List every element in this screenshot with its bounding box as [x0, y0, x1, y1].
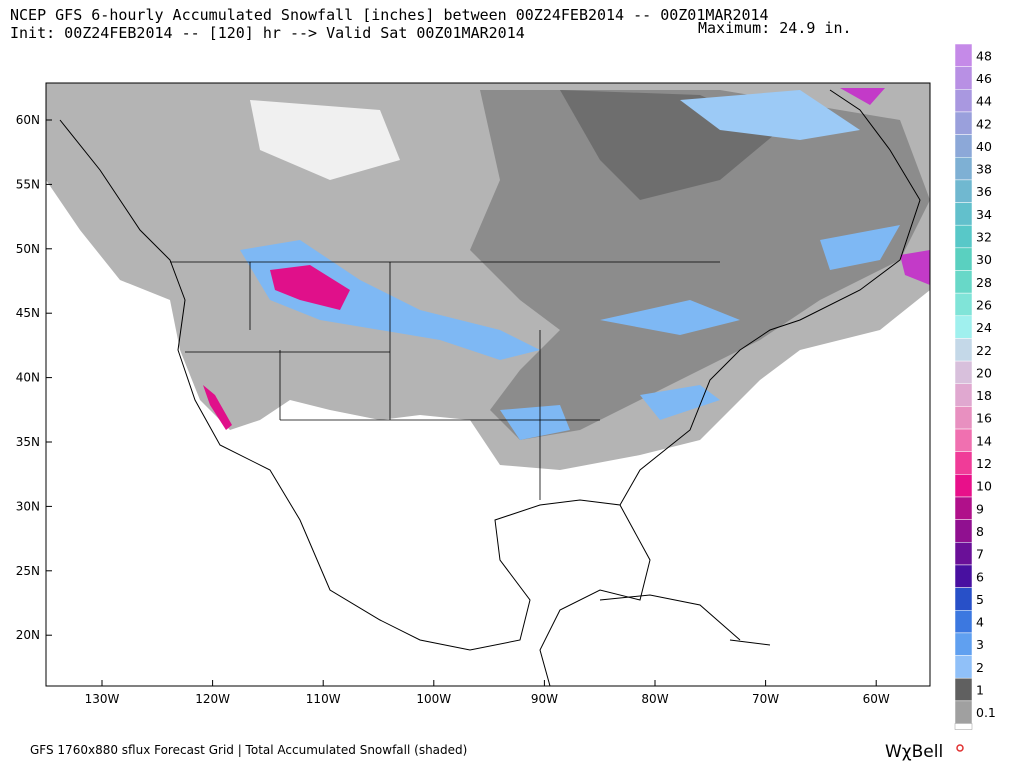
map	[45, 82, 931, 687]
colorbar-swatch	[954, 496, 973, 520]
title: NCEP GFS 6-hourly Accumulated Snowfall […	[10, 6, 769, 24]
colorbar-swatch	[954, 157, 973, 181]
snow-pink	[270, 265, 350, 310]
colorbar-swatch	[954, 43, 973, 67]
map-frame	[45, 82, 931, 687]
snow-sierra	[203, 385, 232, 430]
colorbar-swatch	[954, 202, 973, 226]
lon-label: 60W	[863, 692, 890, 706]
lon-label: 120W	[195, 692, 230, 706]
colorbar-label: 16	[976, 411, 992, 426]
colorbar-label: 46	[976, 71, 992, 86]
colorbar-swatch	[954, 587, 973, 611]
colorbar-label: 42	[976, 116, 992, 131]
colorbar-label: 2	[976, 660, 984, 675]
colorbar-swatch	[954, 111, 973, 135]
colorbar-label: 22	[976, 343, 992, 358]
colorbar-swatch	[954, 406, 973, 430]
lat-label: 45N	[16, 306, 40, 320]
colorbar-label: 8	[976, 524, 984, 539]
colorbar-label: 30	[976, 252, 992, 267]
maximum: Maximum: 24.9 in.	[698, 19, 852, 37]
colorbar-swatch	[954, 677, 973, 702]
init-line: Init: 00Z24FEB2014 -- [120] hr --> Valid…	[10, 24, 525, 42]
snow-gap	[250, 100, 400, 180]
snow-magenta	[840, 88, 930, 285]
colorbar-label: 10	[976, 479, 992, 494]
state-borders	[170, 261, 720, 500]
colorbar-swatch	[954, 451, 973, 475]
snow-mid	[470, 90, 930, 440]
colorbar-swatch	[954, 179, 973, 203]
colorbar-label: 28	[976, 275, 992, 290]
colorbar-label: 5	[976, 592, 984, 607]
colorbar-swatch	[954, 383, 973, 407]
colorbar-label: 20	[976, 365, 992, 380]
colorbar-swatch	[954, 542, 973, 566]
colorbar-label: 38	[976, 162, 992, 177]
colorbar-swatch	[954, 519, 973, 543]
lat-label: 25N	[16, 564, 40, 578]
coastline-west	[59, 119, 651, 687]
snow-blue-ne	[680, 90, 860, 140]
colorbar-label: 18	[976, 388, 992, 403]
lat-label: 40N	[16, 371, 40, 385]
colorbar-label: 36	[976, 184, 992, 199]
logo-dot	[956, 744, 964, 752]
colorbar-swatch	[954, 700, 973, 724]
colorbar-label: 34	[976, 207, 992, 222]
colorbar-swatch	[954, 270, 973, 294]
colorbar-swatch	[954, 632, 973, 656]
colorbar-label: 3	[976, 637, 984, 652]
colorbar-label: 0.1	[976, 705, 996, 720]
lat-label: 20N	[16, 628, 40, 642]
colorbar-swatch	[954, 224, 973, 249]
lon-label: 110W	[306, 692, 341, 706]
colorbar-swatch	[954, 247, 973, 271]
colorbar-label: 44	[976, 94, 992, 109]
logo: WχBell	[885, 742, 943, 762]
colorbar-label: 40	[976, 139, 992, 154]
colorbar-swatch	[954, 89, 973, 113]
axes: 60N 55N 50N 45N 40N 35N 30N 25N 20N 130W 120W 110W 1…	[16, 113, 890, 706]
colorbar-swatch	[954, 134, 973, 158]
colorbar-swatch	[954, 564, 973, 588]
colorbar-swatch	[954, 360, 973, 385]
lat-label: 50N	[16, 242, 40, 256]
colorbar-swatch	[954, 315, 973, 339]
colorbar-swatch	[954, 474, 973, 498]
colorbar-label: 7	[976, 547, 984, 562]
colorbar-label: 48	[976, 48, 992, 63]
colorbar-swatch	[954, 428, 973, 452]
colorbar-swatch	[954, 655, 973, 679]
lat-label: 55N	[16, 177, 40, 191]
lat-label: 60N	[16, 113, 40, 127]
lon-label: 130W	[85, 692, 120, 706]
lon-label: 70W	[752, 692, 779, 706]
colorbar-swatch	[954, 338, 973, 362]
colorbar-label: 9	[976, 501, 984, 516]
colorbar-label: 14	[976, 433, 992, 448]
colorbar: 4846444240383634323028262422201816141210…	[954, 43, 996, 730]
colorbar-swatch	[954, 610, 973, 634]
colorbar-swatch-bottom	[954, 723, 973, 730]
colorbar-label: 12	[976, 456, 992, 471]
colorbar-label: 24	[976, 320, 992, 335]
lon-label: 80W	[641, 692, 668, 706]
lat-label: 30N	[16, 499, 40, 513]
colorbar-swatch	[954, 292, 973, 317]
colorbar-label: 1	[976, 683, 984, 698]
lat-label: 35N	[16, 435, 40, 449]
footer-text: GFS 1760x880 sflux Forecast Grid | Total…	[30, 743, 467, 757]
colorbar-swatch	[954, 66, 973, 90]
colorbar-label: 32	[976, 230, 992, 245]
lon-label: 100W	[416, 692, 451, 706]
coastline-east	[619, 89, 921, 506]
colorbar-label: 6	[976, 569, 984, 584]
colorbar-label: 4	[976, 615, 984, 630]
caribbean	[599, 594, 771, 646]
colorbar-label: 26	[976, 297, 992, 312]
lon-label: 90W	[531, 692, 558, 706]
